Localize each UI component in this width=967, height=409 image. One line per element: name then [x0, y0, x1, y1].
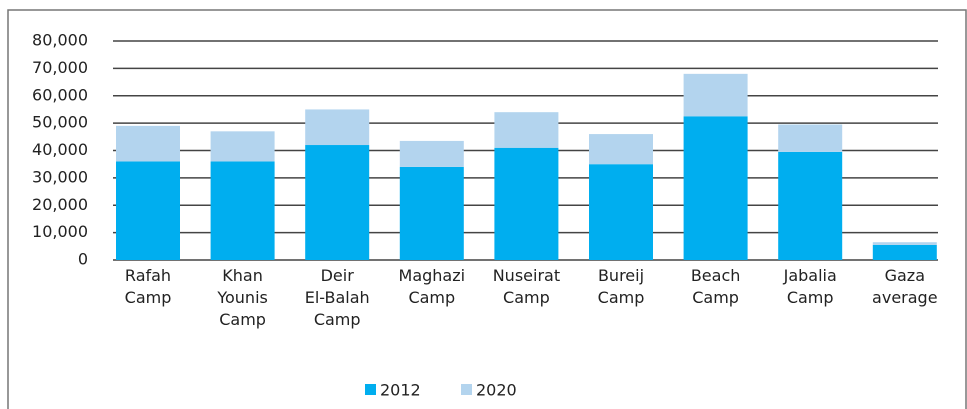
x-tick-label-line: Deir — [321, 266, 355, 285]
x-tick-label: Jabalia Camp — [783, 266, 837, 307]
bar-segment — [778, 151, 843, 260]
bar-segment — [589, 134, 653, 165]
bar-segment — [210, 161, 275, 260]
y-tick-label: 70,000 — [32, 58, 88, 77]
x-tick-label-line: average — [872, 288, 938, 307]
bar-segment — [683, 73, 748, 117]
bar-segment — [872, 244, 937, 260]
x-tick-label-line: Rafah — [125, 266, 171, 285]
y-tick-label: 10,000 — [32, 222, 88, 241]
bar-segment — [305, 109, 370, 146]
legend-swatch — [461, 384, 472, 395]
x-tick-label: Beach Camp — [691, 266, 741, 307]
bar-segment — [589, 164, 653, 260]
x-tick-label-line: Camp — [598, 288, 645, 307]
legend-swatch — [365, 384, 376, 395]
y-tick-label: 50,000 — [32, 113, 88, 132]
x-tick-label-line: Maghazi — [399, 266, 466, 285]
x-tick-label-line: Younis — [216, 288, 268, 307]
y-tick-label: 60,000 — [32, 85, 88, 104]
x-tick-label-line: Camp — [787, 288, 834, 307]
bar-segment — [305, 145, 370, 260]
y-tick-label: 0 — [78, 250, 88, 269]
legend-label: 2020 — [476, 381, 517, 400]
x-tick-label-line: Camp — [219, 310, 266, 329]
x-tick-label: Nuseirat Camp — [493, 266, 560, 307]
x-tick-label-line: Camp — [125, 288, 172, 307]
x-tick-label-line: El-Balah — [305, 288, 370, 307]
x-tick-label-line: Jabalia — [783, 266, 837, 285]
x-tick-label-line: Camp — [503, 288, 550, 307]
bar-segment — [778, 124, 843, 152]
bar-segment — [399, 166, 464, 260]
frame — [7, 9, 967, 409]
bar-segment — [494, 147, 559, 260]
x-tick-label-line: Camp — [408, 288, 455, 307]
y-tick-label: 80,000 — [32, 31, 88, 50]
y-tick-label: 40,000 — [32, 140, 88, 159]
x-tick-label: Bureij Camp — [598, 266, 645, 307]
x-tick-label-line: Camp — [314, 310, 361, 329]
x-tick-label-line: Camp — [692, 288, 739, 307]
x-tick-label-line: Gaza — [885, 266, 925, 285]
y-tick-label: 30,000 — [32, 167, 88, 186]
bar-segment — [116, 161, 180, 260]
bar-segment — [210, 131, 275, 162]
bar-segment — [872, 242, 937, 245]
legend-label: 2012 — [380, 381, 421, 400]
x-tick-label: Khan Younis Camp — [216, 266, 268, 329]
x-tick-label-line: Bureij — [598, 266, 644, 285]
x-tick-label-line: Khan — [222, 266, 263, 285]
x-tick-label: Maghazi Camp — [399, 266, 466, 307]
x-tick-label: Rafah Camp — [125, 266, 172, 307]
bar-segment — [399, 140, 464, 167]
y-tick-label: 20,000 — [32, 195, 88, 214]
bar-segment — [494, 112, 559, 148]
bar-segment — [116, 125, 180, 162]
x-tick-label: Gaza average — [872, 266, 938, 307]
x-tick-label: Deir El-Balah Camp — [305, 266, 370, 329]
bar-segment — [683, 116, 748, 260]
x-tick-label-line: Beach — [691, 266, 741, 285]
x-tick-label-line: Nuseirat — [493, 266, 560, 285]
